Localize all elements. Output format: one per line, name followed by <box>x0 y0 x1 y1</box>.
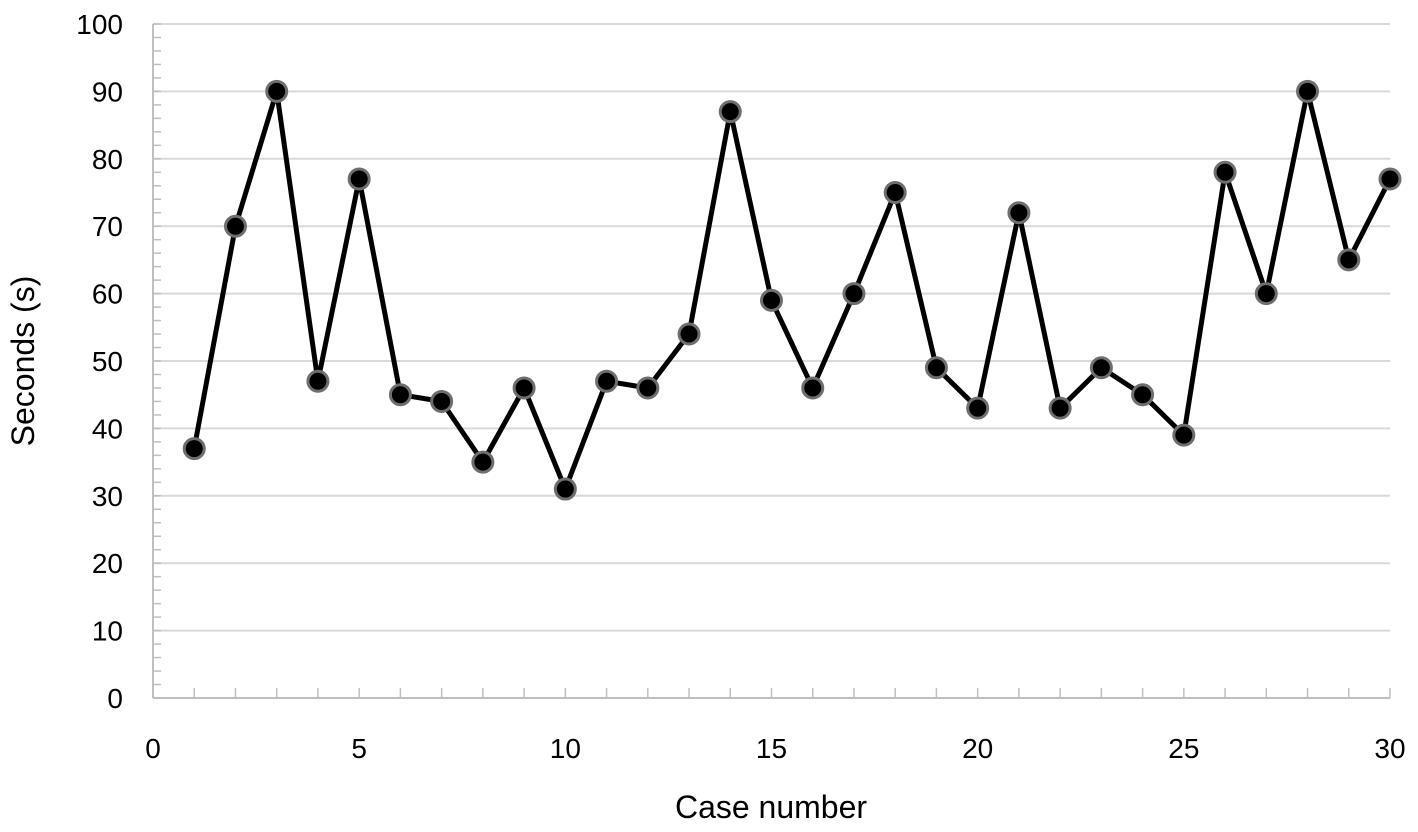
data-point <box>1089 356 1113 380</box>
data-point <box>1048 396 1072 420</box>
y-tick-label: 70 <box>92 211 123 242</box>
data-point <box>182 437 206 461</box>
gridlines <box>153 23 1390 632</box>
x-tick-label: 0 <box>145 733 161 764</box>
data-point <box>512 376 536 400</box>
data-point <box>388 383 412 407</box>
y-tick-label: 100 <box>76 9 123 40</box>
x-tick-labels: 0 5 10 15 20 25 30 <box>145 733 1405 764</box>
data-point <box>223 214 247 238</box>
data-point <box>430 389 454 413</box>
x-tick-label: 15 <box>756 733 787 764</box>
y-tick-label: 80 <box>92 144 123 175</box>
y-tick-label: 40 <box>92 413 123 444</box>
x-tick-label: 25 <box>1168 733 1199 764</box>
x-axis-title: Case number <box>675 789 867 825</box>
data-point <box>636 376 660 400</box>
data-point <box>883 181 907 204</box>
data-point <box>1296 79 1320 103</box>
y-tick-label: 10 <box>92 616 123 647</box>
y-tick-labels: 0 10 20 30 40 50 60 70 80 90 100 <box>76 9 123 714</box>
y-tick-label: 90 <box>92 76 123 107</box>
series-line <box>191 88 1393 492</box>
data-point <box>347 167 371 191</box>
series <box>182 79 1402 501</box>
y-tick-label: 20 <box>92 548 123 579</box>
data-point <box>1007 201 1031 225</box>
y-tick-label: 50 <box>92 346 123 377</box>
data-point <box>265 79 289 103</box>
y-tick-label: 60 <box>92 279 123 310</box>
x-tick-label: 5 <box>351 733 367 764</box>
data-point <box>718 100 742 124</box>
data-point <box>595 369 619 393</box>
data-point <box>1172 423 1196 447</box>
data-point <box>471 450 495 474</box>
axes <box>152 23 1391 699</box>
x-tick-label: 30 <box>1374 733 1405 764</box>
data-point <box>1131 383 1155 407</box>
y-axis-title: Seconds (s) <box>5 276 41 447</box>
data-point <box>1213 160 1237 184</box>
data-point <box>760 288 783 312</box>
x-tick-label: 20 <box>962 733 993 764</box>
data-point <box>306 369 330 393</box>
data-point <box>924 356 948 380</box>
data-point <box>1337 248 1361 272</box>
data-point <box>677 322 701 346</box>
data-point <box>553 477 577 501</box>
data-point <box>801 376 825 400</box>
y-tick-label: 30 <box>92 481 123 512</box>
y-tick-label: 0 <box>107 683 123 714</box>
data-point <box>966 396 990 420</box>
data-point <box>842 282 866 306</box>
data-point <box>1254 282 1278 306</box>
x-tick-label: 10 <box>550 733 581 764</box>
data-point <box>1378 167 1402 191</box>
